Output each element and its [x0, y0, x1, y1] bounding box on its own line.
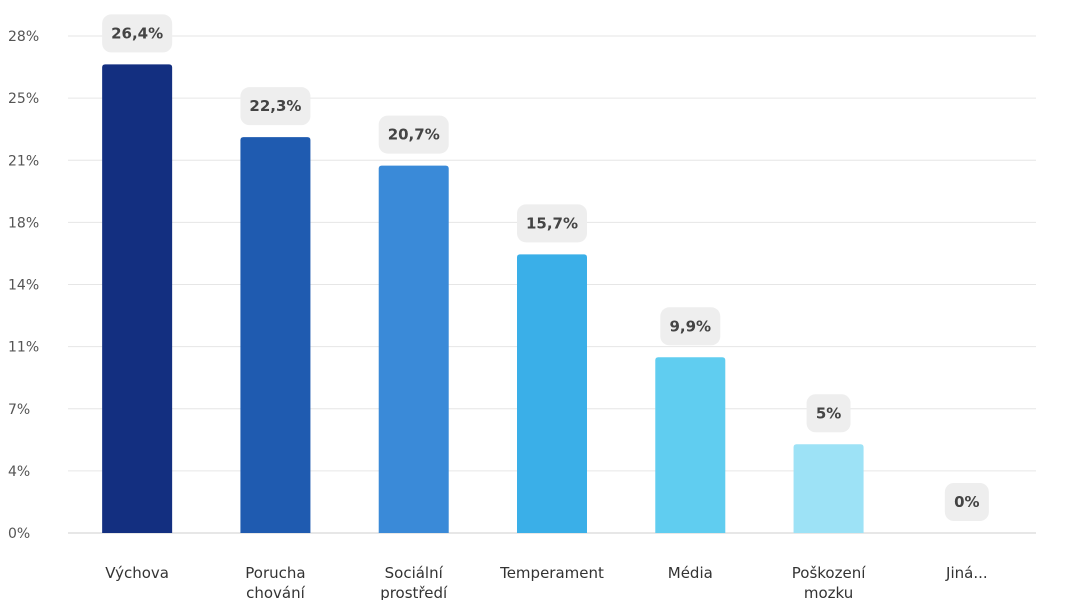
value-label-badge: 15,7% — [517, 204, 587, 243]
category-label-line: Sociální — [385, 564, 444, 582]
value-label-background — [378, 115, 449, 154]
y-tick-label: 7% — [8, 402, 30, 418]
y-tick-label: 21% — [8, 153, 39, 169]
value-label: 26,4% — [111, 24, 163, 42]
value-label-badge: 26,4% — [102, 14, 173, 53]
category-label-line: Média — [668, 564, 713, 582]
y-tick-label: 11% — [8, 340, 39, 356]
category-label: Média — [668, 564, 713, 582]
y-tick-label: 4% — [8, 464, 30, 480]
category-label: Výchova — [105, 564, 169, 582]
bars — [102, 64, 864, 534]
bar[interactable] — [517, 254, 587, 533]
bar[interactable] — [793, 444, 864, 533]
value-label-badge: 9,9% — [660, 307, 721, 346]
y-tick-label: 18% — [8, 215, 39, 231]
value-label-background — [517, 204, 587, 243]
y-tick-label: 28% — [8, 29, 39, 45]
category-label-line: mozku — [804, 584, 853, 600]
category-label: Temperament — [499, 564, 604, 582]
category-label-line: chování — [246, 584, 306, 600]
value-label-badge: 22,3% — [240, 87, 311, 126]
value-labels: 26,4% 22,3% 20,7% 15,7% 9,9% 5% 0% — [102, 14, 989, 521]
category-label-line: Temperament — [499, 564, 604, 582]
value-label-badge: 20,7% — [378, 115, 449, 154]
bar[interactable] — [102, 64, 173, 534]
category-label-line: Výchova — [105, 564, 169, 582]
value-label-background — [240, 87, 311, 126]
bar[interactable] — [378, 165, 449, 533]
category-label: Porucha chování — [245, 564, 305, 600]
value-label: 0% — [954, 493, 979, 511]
bar[interactable] — [655, 357, 726, 533]
value-label-background — [102, 14, 173, 53]
value-label: 9,9% — [669, 317, 711, 335]
category-label: Jiná... — [945, 564, 988, 582]
value-label-background — [660, 307, 721, 346]
value-label: 5% — [816, 404, 841, 422]
y-tick-label: 0% — [8, 526, 30, 542]
category-label: Poškození mozku — [792, 564, 866, 600]
value-label: 15,7% — [526, 214, 578, 232]
bar[interactable] — [240, 137, 311, 534]
value-label-badge: 0% — [944, 483, 989, 521]
x-axis: Výchova Porucha chování Sociální prostředí Te… — [105, 564, 987, 600]
y-tick-label: 14% — [8, 278, 39, 294]
value-label: 20,7% — [388, 126, 440, 144]
value-label-background — [944, 483, 989, 521]
y-tick-label: 25% — [8, 91, 39, 107]
category-label-line: Poškození — [792, 564, 866, 582]
category-label-line: Porucha — [245, 564, 305, 582]
value-label: 22,3% — [249, 97, 301, 115]
y-axis: 0% 4% 7% 11% 14% 18% 21% 25% 28% — [8, 29, 39, 542]
category-label: Sociální prostředí — [380, 564, 448, 600]
value-label-background — [806, 394, 851, 433]
category-label-line: prostředí — [380, 584, 448, 600]
category-label-line: Jiná... — [945, 564, 988, 582]
value-label-badge: 5% — [806, 394, 851, 433]
